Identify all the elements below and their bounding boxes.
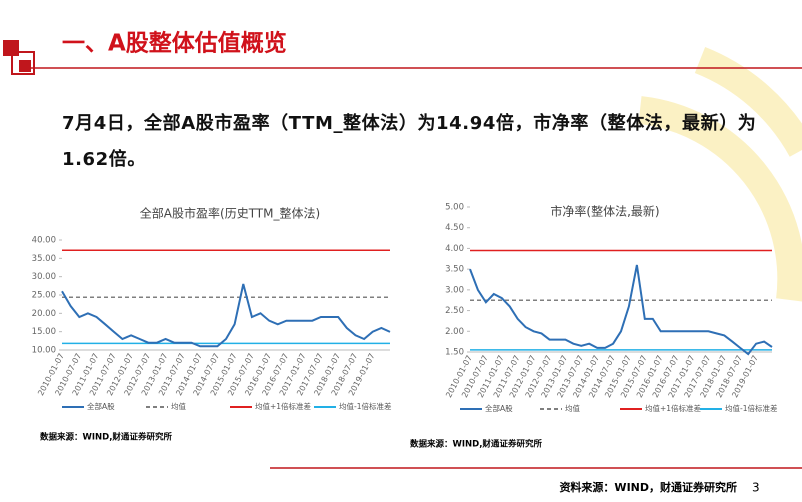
y-tick-label: 20.00: [32, 309, 56, 319]
series-line: [61, 283, 391, 348]
series-line: [469, 264, 773, 356]
y-tick-label: 2.00: [445, 327, 464, 337]
y-tick-label: 35.00: [32, 254, 56, 264]
legend-label: 全部A股: [87, 401, 115, 411]
y-tick-label: 15.00: [32, 327, 56, 337]
slide-title: 一、A股整体估值概览: [62, 30, 287, 57]
y-tick-label: 5.00: [445, 203, 464, 213]
y-tick-label: 40.00: [32, 236, 56, 246]
y-tick-label: 25.00: [32, 291, 56, 301]
body-text: 7月4日，全部A股市盈率（TTM_整体法）为14.94倍，市净率（整体法，最新）…: [62, 113, 757, 170]
y-tick-label: 1.50: [445, 348, 464, 358]
chart: 市净率(整体法,最新) 1.50 2.00 2.50 3.00 3.50 4.00 4.50 5…: [410, 203, 778, 450]
data-source: 数据来源：WIND,财通证券研究所: [410, 439, 542, 450]
y-tick-label: 4.50: [445, 223, 464, 233]
legend-label: 均值: [565, 403, 580, 413]
y-tick-label: 3.00: [445, 285, 464, 295]
legend-label: 均值: [171, 401, 186, 411]
legend-label: 均值+1倍标准差: [645, 403, 702, 413]
data-source: 数据来源：WIND,财通证券研究所: [40, 432, 172, 443]
legend-label: 均值-1倍标准差: [725, 403, 778, 413]
y-tick-label: 3.50: [445, 265, 464, 275]
page-number: 3: [752, 481, 760, 495]
legend-label: 均值-1倍标准差: [339, 401, 392, 411]
footer-source: 资料来源：WIND，财通证券研究所: [559, 480, 737, 494]
background-decoration: [638, 46, 802, 302]
legend-label: 均值+1倍标准差: [255, 401, 312, 411]
chart-title: 市净率(整体法,最新): [550, 204, 659, 219]
y-tick-label: 30.00: [32, 272, 56, 282]
legend-label: 全部A股: [485, 403, 513, 413]
logo: [3, 40, 35, 75]
y-tick-label: 10.00: [32, 346, 56, 356]
y-tick-label: 4.00: [445, 244, 464, 254]
chart-title: 全部A股市盈率(历史TTM_整体法): [140, 206, 320, 221]
y-tick-label: 2.50: [445, 306, 464, 316]
chart: 全部A股市盈率(历史TTM_整体法) 10.00 15.00 20.00 25.00 30…: [32, 206, 392, 443]
